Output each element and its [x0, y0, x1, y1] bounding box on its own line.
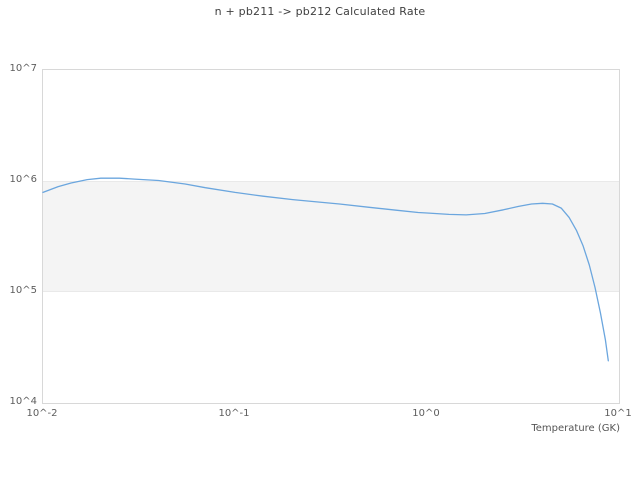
x-tick-label: 10^0	[412, 408, 440, 419]
y-tick-label: 10^7	[9, 63, 37, 74]
y-tick-label: 10^4	[9, 396, 37, 407]
plot-area	[42, 69, 620, 404]
chart-title: n + pb211 -> pb212 Calculated Rate	[214, 5, 426, 18]
y-tick-label: 10^5	[9, 285, 37, 296]
x-tick-label: 10^-1	[218, 408, 250, 419]
x-axis-title: Temperature (GK)	[531, 423, 620, 434]
rate-line-series	[42, 177, 609, 362]
y-tick-label: 10^6	[9, 174, 37, 185]
series-svg	[42, 177, 609, 362]
x-tick-label: 10^-2	[26, 408, 58, 419]
x-tick-label: 10^1	[604, 408, 632, 419]
grid-band	[43, 181, 619, 292]
